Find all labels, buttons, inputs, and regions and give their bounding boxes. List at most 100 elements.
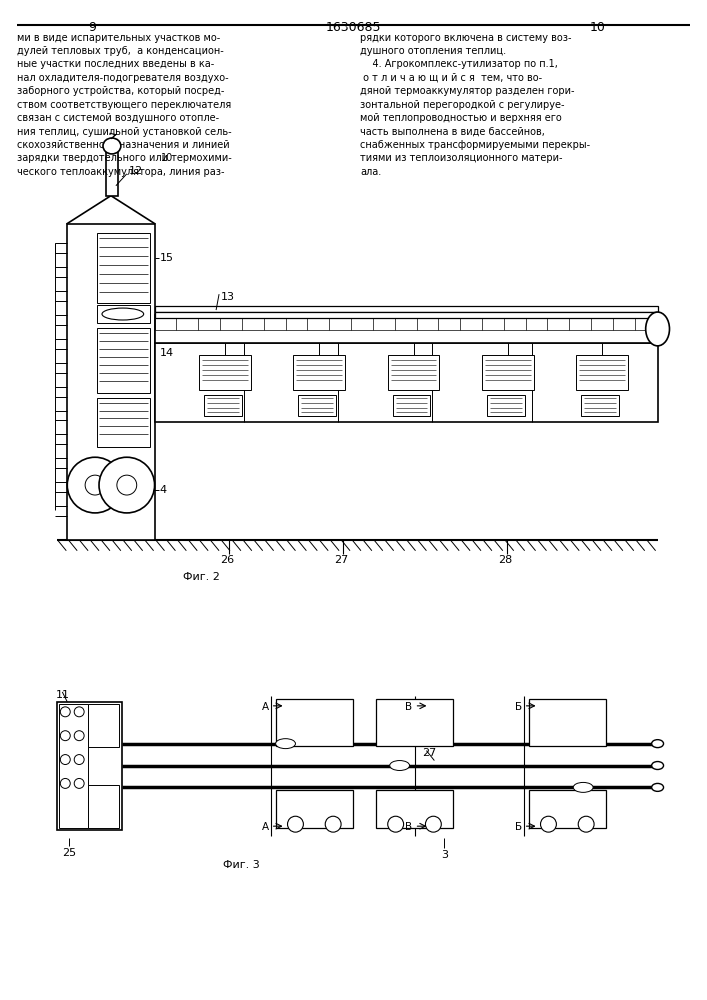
Bar — [392, 395, 431, 416]
Bar — [298, 395, 336, 416]
Text: 10: 10 — [590, 21, 606, 34]
Bar — [204, 395, 242, 416]
Text: Б: Б — [515, 822, 522, 832]
Text: 3: 3 — [440, 850, 448, 860]
Circle shape — [541, 816, 556, 832]
Text: ные участки последних введены в ка-: ные участки последних введены в ка- — [17, 59, 214, 69]
Circle shape — [426, 816, 441, 832]
Text: 14: 14 — [160, 348, 174, 358]
Circle shape — [288, 816, 303, 832]
Bar — [387, 355, 439, 390]
Bar — [529, 790, 606, 828]
Circle shape — [60, 755, 70, 765]
Text: Б: Б — [515, 702, 522, 712]
Text: 28: 28 — [498, 555, 512, 565]
Circle shape — [60, 707, 70, 717]
Text: 26: 26 — [220, 555, 234, 565]
Circle shape — [67, 457, 123, 513]
Text: 4. Агрокомплекс-утилизатор по п.1,: 4. Агрокомплекс-утилизатор по п.1, — [360, 59, 558, 69]
Text: 25: 25 — [62, 848, 76, 858]
Bar — [576, 355, 628, 390]
Text: 4: 4 — [160, 485, 167, 495]
Bar — [57, 702, 122, 830]
Text: Фиг. 3: Фиг. 3 — [223, 860, 259, 870]
Ellipse shape — [102, 308, 144, 320]
Text: ческого теплоаккумулятора, линия раз-: ческого теплоаккумулятора, линия раз- — [17, 167, 224, 177]
Bar — [155, 343, 658, 422]
Text: связан с системой воздушного отопле-: связан с системой воздушного отопле- — [17, 113, 218, 123]
Text: нал охладителя-подогревателя воздухо-: нал охладителя-подогревателя воздухо- — [17, 73, 228, 83]
Text: зонтальной перегородкой с регулируе-: зонтальной перегородкой с регулируе- — [360, 100, 564, 110]
Text: ала.: ала. — [360, 167, 381, 177]
Circle shape — [578, 816, 594, 832]
Ellipse shape — [103, 138, 121, 154]
Bar — [199, 355, 251, 390]
Text: рядки которого включена в систему воз-: рядки которого включена в систему воз- — [360, 33, 571, 43]
Bar — [59, 704, 88, 828]
Circle shape — [74, 707, 84, 717]
Bar — [97, 305, 150, 323]
Bar — [482, 355, 534, 390]
Text: о т л и ч а ю щ и й с я  тем, что во-: о т л и ч а ю щ и й с я тем, что во- — [360, 73, 542, 83]
Text: тиями из теплоизоляционного матери-: тиями из теплоизоляционного матери- — [360, 153, 563, 163]
Ellipse shape — [652, 783, 664, 791]
Text: 15: 15 — [160, 253, 173, 263]
Text: В: В — [405, 822, 412, 832]
Circle shape — [85, 475, 105, 495]
Text: А: А — [262, 822, 269, 832]
Text: скохозяйственного назначения и линией: скохозяйственного назначения и линией — [17, 140, 229, 150]
Circle shape — [117, 475, 136, 495]
Text: 13: 13 — [221, 292, 235, 302]
Ellipse shape — [390, 761, 409, 770]
Bar — [276, 790, 353, 828]
Ellipse shape — [645, 312, 670, 346]
Bar — [97, 328, 150, 393]
Bar — [155, 306, 658, 312]
Text: душного отопления теплиц.: душного отопления теплиц. — [360, 46, 506, 56]
Bar — [97, 398, 150, 447]
Text: 27: 27 — [334, 555, 349, 565]
Bar — [581, 395, 619, 416]
Bar — [155, 312, 658, 318]
Text: 9: 9 — [88, 21, 96, 34]
Bar — [276, 699, 353, 746]
Text: дулей тепловых труб,  а конденсацион-: дулей тепловых труб, а конденсацион- — [17, 46, 223, 56]
Text: А: А — [262, 702, 269, 712]
Circle shape — [325, 816, 341, 832]
Bar — [376, 699, 453, 746]
Text: зарядки твердотельного или термохими-: зарядки твердотельного или термохими- — [17, 153, 231, 163]
Bar — [376, 790, 453, 828]
Text: дяной термоаккумулятор разделен гори-: дяной термоаккумулятор разделен гори- — [360, 86, 575, 96]
Ellipse shape — [652, 762, 664, 769]
Circle shape — [60, 778, 70, 788]
Circle shape — [74, 755, 84, 765]
Text: Фиг. 2: Фиг. 2 — [183, 572, 220, 582]
Text: 1630685: 1630685 — [325, 21, 381, 34]
Bar — [88, 785, 119, 828]
Text: заборного устройства, который посред-: заборного устройства, который посред- — [17, 86, 224, 96]
Ellipse shape — [573, 782, 593, 792]
Circle shape — [60, 731, 70, 741]
Text: мой теплопроводностью и верхняя его: мой теплопроводностью и верхняя его — [360, 113, 561, 123]
Ellipse shape — [652, 740, 664, 748]
Text: часть выполнена в виде бассейнов,: часть выполнена в виде бассейнов, — [360, 127, 545, 137]
Bar — [106, 148, 118, 196]
Bar — [88, 704, 119, 747]
Circle shape — [99, 457, 155, 513]
Text: снабженных трансформируемыми перекры-: снабженных трансформируемыми перекры- — [360, 140, 590, 150]
Text: ния теплиц, сушильной установкой сель-: ния теплиц, сушильной установкой сель- — [17, 127, 231, 137]
Circle shape — [74, 731, 84, 741]
Bar — [67, 224, 155, 540]
Circle shape — [387, 816, 404, 832]
Ellipse shape — [276, 739, 296, 749]
Bar — [155, 315, 658, 343]
Text: ми в виде испарительных участков мо-: ми в виде испарительных участков мо- — [17, 33, 220, 43]
Bar — [97, 233, 150, 303]
Text: 10: 10 — [161, 153, 173, 163]
Bar — [293, 355, 345, 390]
Bar — [487, 395, 525, 416]
Bar — [529, 699, 606, 746]
Text: В: В — [405, 702, 412, 712]
Circle shape — [74, 778, 84, 788]
Text: 27: 27 — [423, 748, 437, 758]
